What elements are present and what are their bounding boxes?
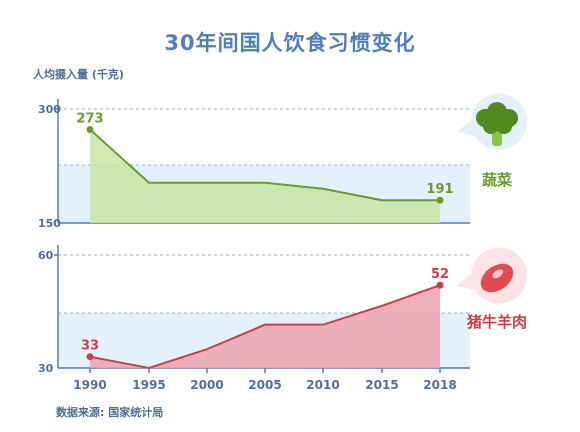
y-tick-label: 300 <box>38 103 61 116</box>
y-tick-label: 30 <box>38 362 54 375</box>
data-label: 273 <box>76 112 103 127</box>
series-line <box>89 128 440 202</box>
y-tick-label: 60 <box>38 249 54 262</box>
chart-panel-1: 300 150 273 191 蔬菜 <box>38 99 512 230</box>
series-area <box>90 285 440 368</box>
data-label: 52 <box>431 267 449 282</box>
x-tick-label: 2015 <box>365 378 398 392</box>
x-tick-label: 2010 <box>306 378 339 392</box>
data-label: 33 <box>81 339 99 354</box>
meat-icon <box>457 247 527 304</box>
x-tick-label: 2018 <box>423 378 456 392</box>
series-name-label: 猪牛羊肉 <box>466 313 527 331</box>
x-tick-label: 2005 <box>248 378 281 392</box>
data-point <box>86 126 94 134</box>
x-tick-label: 2000 <box>190 378 223 392</box>
data-point <box>436 281 444 289</box>
series-name-label: 蔬菜 <box>482 171 512 189</box>
broccoli-floret <box>496 118 512 134</box>
broccoli-floret <box>483 118 499 134</box>
data-point <box>436 196 444 204</box>
chart-panel-2: 60 30 33 52 猪牛羊肉 <box>38 245 527 375</box>
broccoli-icon <box>457 93 527 150</box>
y-tick-label: 150 <box>38 217 61 230</box>
data-point <box>86 353 94 361</box>
data-label: 191 <box>426 182 453 197</box>
chart-title: 30年间国人饮食习惯变化 <box>164 31 416 55</box>
source-note: 数据来源: 国家统计局 <box>56 406 164 419</box>
y-axis-label: 人均摄入量 (千克) <box>33 68 124 81</box>
series-area <box>90 129 440 223</box>
meat-fat <box>492 269 504 279</box>
x-tick-label: 1995 <box>132 378 165 392</box>
x-tick-label: 1990 <box>73 378 106 392</box>
